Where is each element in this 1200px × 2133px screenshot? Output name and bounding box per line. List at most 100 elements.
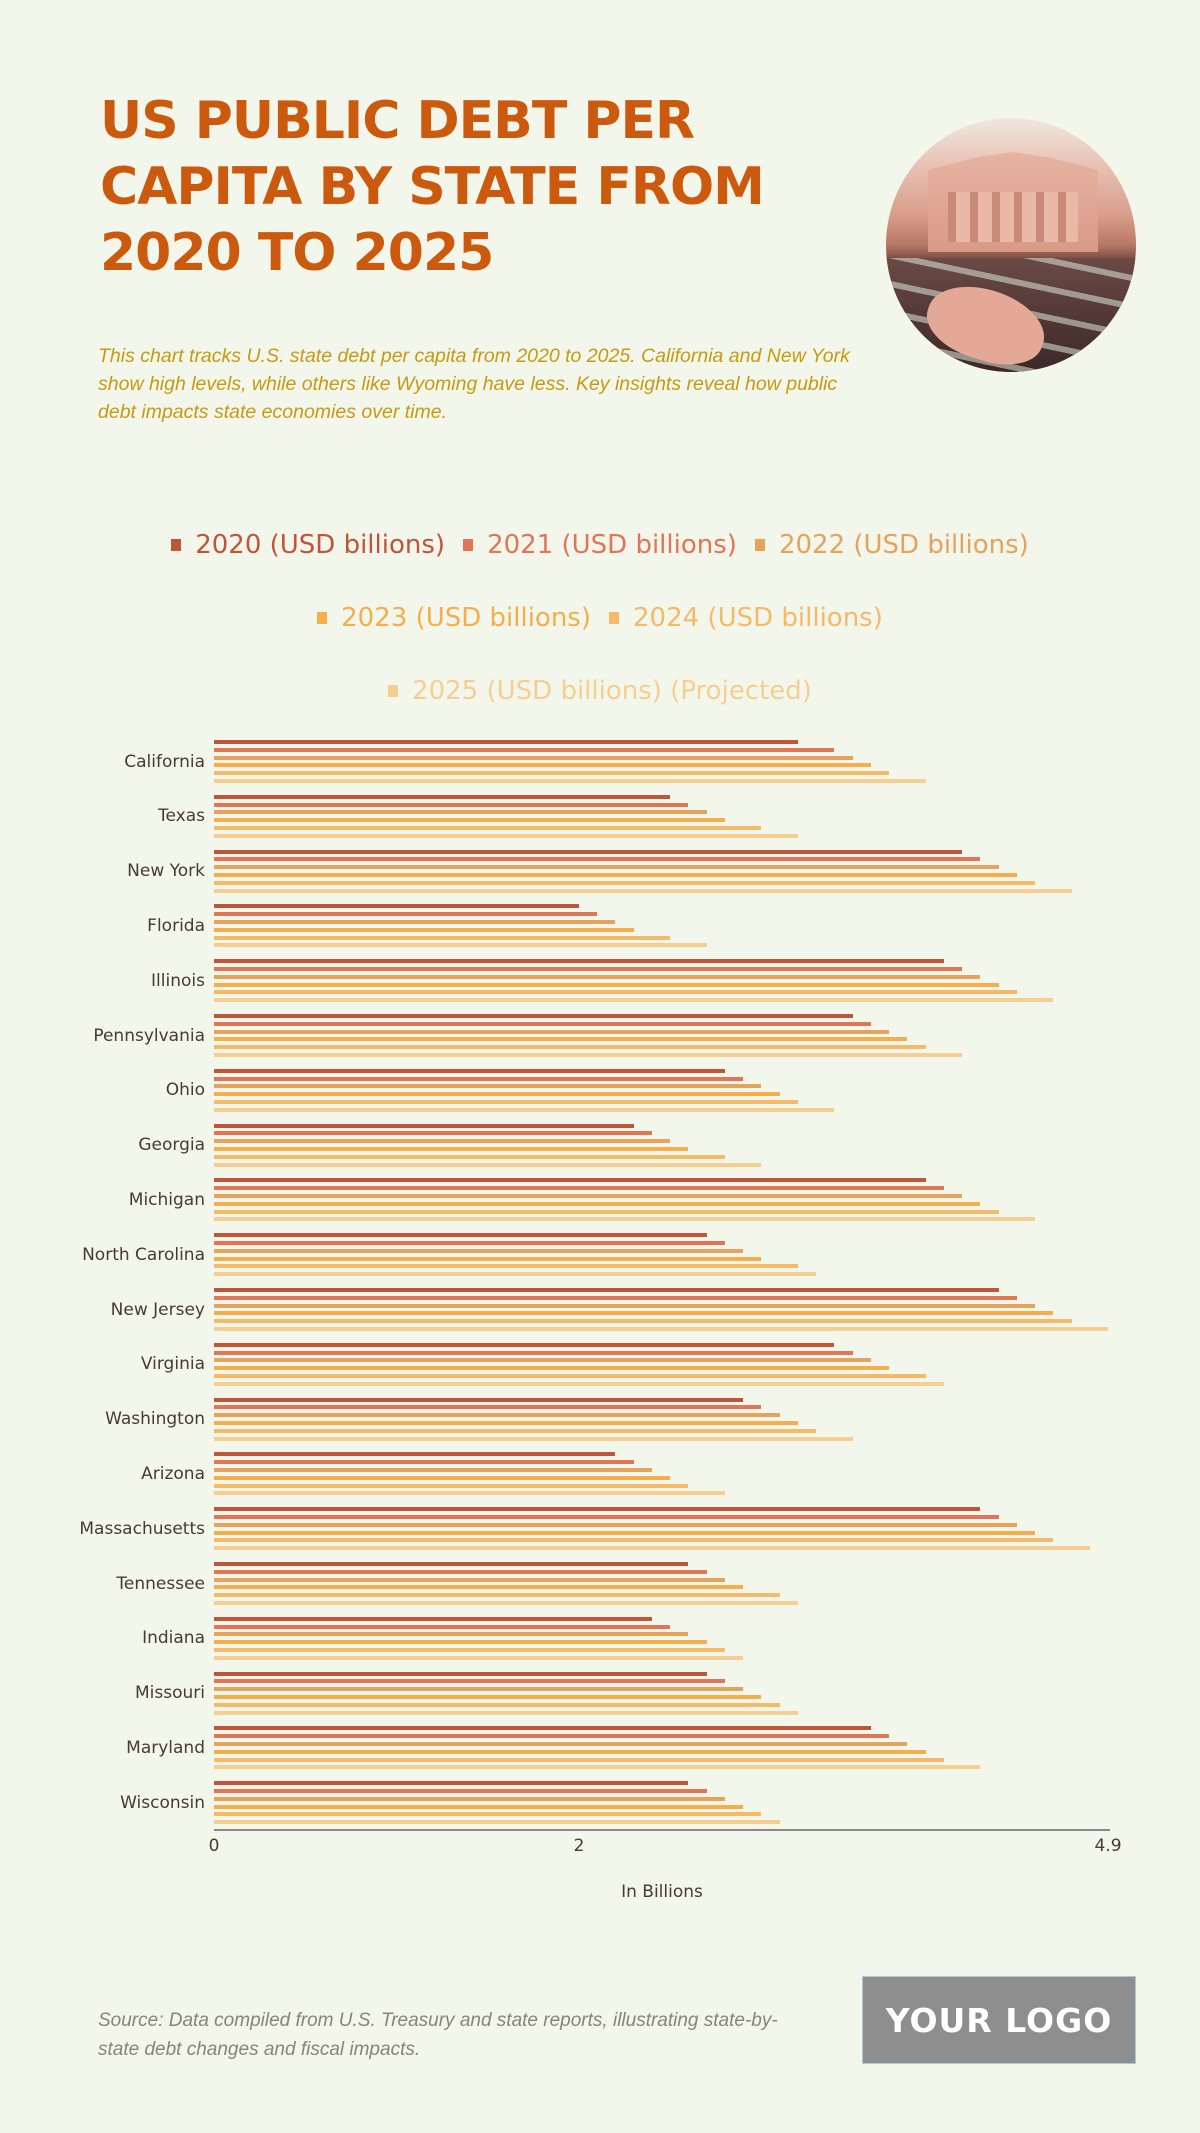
bar-segment[interactable]: [214, 810, 707, 815]
bar-segment[interactable]: [214, 747, 835, 752]
bar-segment[interactable]: [214, 1014, 853, 1018]
bar-segment[interactable]: [214, 1241, 725, 1245]
bar-segment[interactable]: [214, 1209, 999, 1214]
bar-segment[interactable]: [214, 1327, 1108, 1331]
bar-segment[interactable]: [214, 920, 616, 924]
bar-segment[interactable]: [214, 1397, 744, 1402]
bar-segment[interactable]: [214, 1757, 944, 1762]
bar-segment[interactable]: [214, 1710, 798, 1715]
bar-segment[interactable]: [214, 794, 671, 799]
bar-segment[interactable]: [214, 1687, 744, 1692]
bar-segment[interactable]: [214, 865, 999, 870]
bar-segment[interactable]: [214, 1679, 725, 1684]
bar-segment[interactable]: [214, 1428, 817, 1433]
bar-segment[interactable]: [214, 1436, 853, 1441]
bar-segment[interactable]: [214, 1405, 762, 1410]
bar-segment[interactable]: [214, 1068, 725, 1073]
bar-segment[interactable]: [214, 1734, 890, 1739]
bar-segment[interactable]: [214, 873, 1017, 877]
bar-segment[interactable]: [214, 1569, 707, 1574]
bar-segment[interactable]: [214, 1585, 744, 1590]
legend-item-2025[interactable]: 2025 (USD billions) (Projected): [388, 676, 812, 706]
bar-segment[interactable]: [214, 998, 1054, 1003]
bar-segment[interactable]: [214, 1812, 762, 1817]
bar-segment[interactable]: [214, 943, 707, 948]
bar-segment[interactable]: [214, 1781, 689, 1786]
bar-segment[interactable]: [214, 927, 634, 932]
bar-segment[interactable]: [214, 1123, 634, 1128]
bar-segment[interactable]: [214, 1311, 1054, 1316]
bar-segment[interactable]: [214, 1045, 926, 1050]
bar-segment[interactable]: [214, 1186, 944, 1191]
bar-segment[interactable]: [214, 833, 798, 838]
bar-segment[interactable]: [214, 818, 725, 823]
bar-segment[interactable]: [214, 857, 981, 862]
bar-segment[interactable]: [214, 1147, 689, 1151]
bar-segment[interactable]: [214, 1217, 1036, 1222]
legend-item-2022[interactable]: 2022 (USD billions): [754, 530, 1029, 560]
bar-segment[interactable]: [214, 1491, 725, 1496]
bar-segment[interactable]: [214, 1233, 707, 1238]
bar-segment[interactable]: [214, 1092, 780, 1097]
bar-segment[interactable]: [214, 1601, 798, 1605]
bar-segment[interactable]: [214, 1342, 835, 1347]
bar-segment[interactable]: [214, 1546, 1090, 1551]
bar-segment[interactable]: [214, 935, 671, 940]
bar-segment[interactable]: [214, 802, 689, 807]
bar-segment[interactable]: [214, 912, 598, 917]
bar-segment[interactable]: [214, 849, 963, 854]
bar-segment[interactable]: [214, 888, 1072, 893]
bar-segment[interactable]: [214, 1076, 744, 1081]
bar-segment[interactable]: [214, 1319, 1072, 1324]
bar-segment[interactable]: [214, 974, 981, 979]
bar-segment[interactable]: [214, 1702, 780, 1707]
bar-segment[interactable]: [214, 1742, 908, 1746]
bar-segment[interactable]: [214, 959, 944, 964]
bar-segment[interactable]: [214, 1577, 725, 1582]
bar-segment[interactable]: [214, 1749, 926, 1754]
bar-segment[interactable]: [214, 1515, 999, 1519]
bar-segment[interactable]: [214, 771, 890, 776]
bar-segment[interactable]: [214, 1358, 871, 1363]
bar-segment[interactable]: [214, 1530, 1036, 1535]
bar-segment[interactable]: [214, 1295, 1017, 1300]
bar-segment[interactable]: [214, 967, 963, 971]
bar-segment[interactable]: [214, 1264, 798, 1269]
bar-segment[interactable]: [214, 1804, 744, 1809]
bar-segment[interactable]: [214, 1593, 780, 1598]
bar-segment[interactable]: [214, 1507, 981, 1512]
bar-segment[interactable]: [214, 1671, 707, 1676]
bar-segment[interactable]: [214, 826, 762, 830]
bar-segment[interactable]: [214, 1029, 890, 1034]
bar-segment[interactable]: [214, 1107, 835, 1112]
bar-segment[interactable]: [214, 1796, 725, 1801]
bar-segment[interactable]: [214, 1194, 963, 1198]
bar-segment[interactable]: [214, 1475, 671, 1480]
bar-segment[interactable]: [214, 1139, 671, 1144]
bar-segment[interactable]: [214, 1374, 926, 1378]
bar-segment[interactable]: [214, 763, 871, 768]
bar-segment[interactable]: [214, 1303, 1036, 1308]
bar-segment[interactable]: [214, 1616, 652, 1621]
bar-segment[interactable]: [214, 1248, 744, 1253]
bar-segment[interactable]: [214, 1483, 689, 1488]
bar-segment[interactable]: [214, 1084, 762, 1089]
bar-segment[interactable]: [214, 904, 579, 909]
bar-segment[interactable]: [214, 1765, 981, 1770]
bar-segment[interactable]: [214, 1640, 707, 1645]
bar-segment[interactable]: [214, 1460, 634, 1465]
bar-segment[interactable]: [214, 1037, 908, 1042]
bar-segment[interactable]: [214, 755, 853, 760]
bar-segment[interactable]: [214, 1162, 762, 1167]
bar-segment[interactable]: [214, 1288, 999, 1292]
bar-segment[interactable]: [214, 1421, 798, 1425]
bar-segment[interactable]: [214, 1053, 963, 1057]
bar-segment[interactable]: [214, 1789, 707, 1793]
bar-segment[interactable]: [214, 1366, 890, 1371]
bar-segment[interactable]: [214, 779, 926, 783]
legend-item-2020[interactable]: 2020 (USD billions): [171, 530, 445, 560]
bar-segment[interactable]: [214, 1272, 817, 1277]
bar-segment[interactable]: [214, 990, 1017, 995]
bar-segment[interactable]: [214, 982, 999, 987]
bar-segment[interactable]: [214, 1562, 689, 1566]
